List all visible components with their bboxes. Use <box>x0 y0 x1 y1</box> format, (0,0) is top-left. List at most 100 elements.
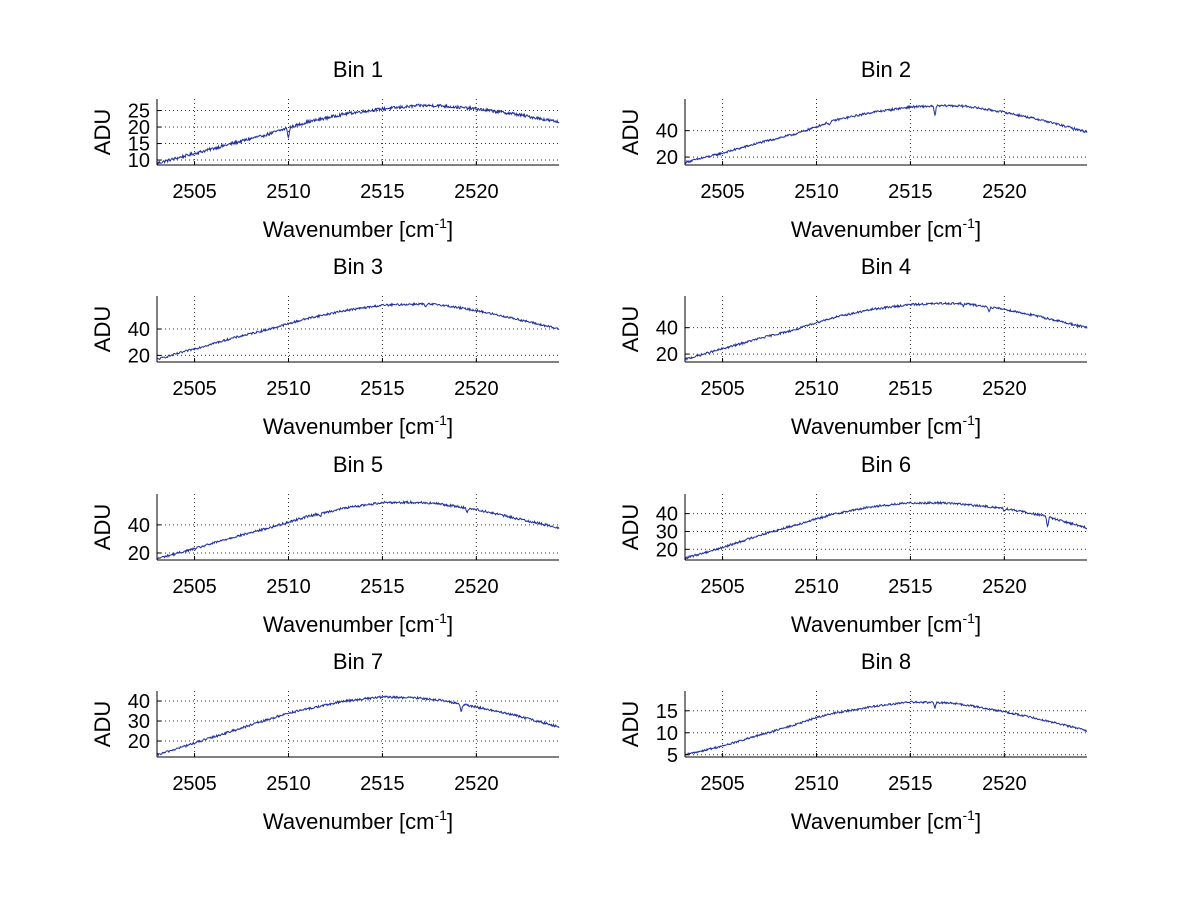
subplot-7-ytick-label-30: 30 <box>128 711 150 733</box>
subplot-7-xtick-label-2515: 2515 <box>360 773 405 795</box>
subplot-2-plot-area <box>685 99 1087 165</box>
subplot-7-series-line <box>156 695 560 757</box>
subplot-7-ylabel: ADU <box>90 701 115 747</box>
subplot-6-series-line <box>684 500 1088 560</box>
subplot-1-title: Bin 1 <box>333 57 383 82</box>
subplot-8-xlabel: Wavenumber [cm-1] <box>791 807 981 834</box>
subplot-1-ytick-label-20: 20 <box>128 117 150 139</box>
subplot-3-ytick-label-20: 20 <box>128 345 150 367</box>
subplot-2-series-line <box>684 103 1088 165</box>
subplot-4-title: Bin 4 <box>861 254 911 279</box>
subplot-7-ytick-label-20: 20 <box>128 731 150 753</box>
subplot-8-plot-area <box>685 691 1087 757</box>
subplot-3: 2505 2510 2515 2520 20 40 Bin 3 Wavenumber [cm-… <box>90 254 560 439</box>
subplot-6-title: Bin 6 <box>861 452 911 477</box>
subplot-3-xtick-label-2520: 2520 <box>454 378 499 400</box>
subplot-2-xtick-label-2515: 2515 <box>888 181 933 203</box>
subplot-8-ytick-label-10: 10 <box>656 723 678 745</box>
subplot-1-xtick-label-2520: 2520 <box>454 181 499 203</box>
subplot-2-xlabel: Wavenumber [cm-1] <box>791 215 981 242</box>
subplot-8-ytick-label-5: 5 <box>667 745 678 767</box>
subplot-6-xtick-label-2515: 2515 <box>888 576 933 598</box>
subplot-2-xtick-label-2505: 2505 <box>700 181 745 203</box>
subplot-6-xtick-label-2520: 2520 <box>982 576 1027 598</box>
subplot-8-series-line <box>684 700 1088 756</box>
subplot-5-ylabel: ADU <box>90 504 115 550</box>
subplot-5-title: Bin 5 <box>333 452 383 477</box>
subplot-4: 2505 2510 2515 2520 20 40 Bin 4 Wavenumber [cm-… <box>618 254 1088 439</box>
subplot-1-ytick-label-10: 10 <box>128 150 150 172</box>
subplot-7-ytick-label-40: 40 <box>128 691 150 713</box>
subplot-3-ytick-label-40: 40 <box>128 319 150 341</box>
subplot-4-ylabel: ADU <box>618 306 643 352</box>
subplot-3-xlabel: Wavenumber [cm-1] <box>263 412 453 439</box>
subplot-1-ytick-label-25: 25 <box>128 101 150 123</box>
subplot-5-xtick-label-2520: 2520 <box>454 576 499 598</box>
subplot-4-ytick-label-40: 40 <box>656 318 678 340</box>
subplot-1-series-line <box>156 103 560 166</box>
subplot-4-xtick-label-2515: 2515 <box>888 378 933 400</box>
subplot-3-xtick-label-2505: 2505 <box>172 378 217 400</box>
subplot-3-xtick-label-2515: 2515 <box>360 378 405 400</box>
subplot-2-ylabel: ADU <box>618 109 643 155</box>
subplot-1-xtick-label-2515: 2515 <box>360 181 405 203</box>
subplot-8-xtick-label-2515: 2515 <box>888 773 933 795</box>
subplot-5-ytick-label-20: 20 <box>128 543 150 565</box>
subplot-1-xlabel: Wavenumber [cm-1] <box>263 215 453 242</box>
subplot-1-ylabel: ADU <box>90 109 115 155</box>
subplot-8-title: Bin 8 <box>861 649 911 674</box>
subplot-6-xtick-label-2505: 2505 <box>700 576 745 598</box>
subplot-7-xtick-label-2520: 2520 <box>454 773 499 795</box>
subplot-4-ytick-label-20: 20 <box>656 344 678 366</box>
subplot-1-ytick-label-15: 15 <box>128 134 150 156</box>
subplot-5-xtick-label-2505: 2505 <box>172 576 217 598</box>
subplot-4-xtick-label-2510: 2510 <box>794 378 839 400</box>
subplot-2-xtick-label-2520: 2520 <box>982 181 1027 203</box>
subplot-3-ylabel: ADU <box>90 306 115 352</box>
subplot-2: 2505 2510 2515 2520 20 40 Bin 2 Wavenumber [cm-… <box>618 57 1088 242</box>
subplot-2-xtick-label-2510: 2510 <box>794 181 839 203</box>
subplot-6-ytick-label-40: 40 <box>656 504 678 526</box>
subplot-6-xlabel: Wavenumber [cm-1] <box>791 610 981 637</box>
subplot-3-xtick-label-2510: 2510 <box>266 378 311 400</box>
subplot-8-xtick-label-2510: 2510 <box>794 773 839 795</box>
subplot-2-ytick-label-40: 40 <box>656 121 678 143</box>
subplot-5: 2505 2510 2515 2520 20 40 Bin 5 Wavenumber [cm-… <box>90 452 560 637</box>
subplot-2-title: Bin 2 <box>861 57 911 82</box>
subplot-4-series-line <box>684 301 1088 362</box>
subplot-7-xlabel: Wavenumber [cm-1] <box>263 807 453 834</box>
subplot-1-xtick-label-2505: 2505 <box>172 181 217 203</box>
subplot-5-xlabel: Wavenumber [cm-1] <box>263 610 453 637</box>
subplot-1-plot-area <box>157 99 559 165</box>
subplot-5-xtick-label-2515: 2515 <box>360 576 405 598</box>
subplot-7-title: Bin 7 <box>333 649 383 674</box>
subplot-3-title: Bin 3 <box>333 254 383 279</box>
subplot-6-plot-area <box>685 494 1087 560</box>
subplot-5-xtick-label-2510: 2510 <box>266 576 311 598</box>
subplot-7-xtick-label-2510: 2510 <box>266 773 311 795</box>
subplot-7-plot-area <box>157 691 559 757</box>
subplot-4-xlabel: Wavenumber [cm-1] <box>791 412 981 439</box>
subplot-6-xtick-label-2510: 2510 <box>794 576 839 598</box>
subplot-8-xtick-label-2505: 2505 <box>700 773 745 795</box>
subplot-4-xtick-label-2505: 2505 <box>700 378 745 400</box>
subplot-6-ylabel: ADU <box>618 504 643 550</box>
subplot-6-ytick-label-30: 30 <box>656 521 678 543</box>
subplot-3-series-line <box>156 301 560 361</box>
subplot-5-series-line <box>156 499 560 560</box>
subplot-5-ytick-label-40: 40 <box>128 515 150 537</box>
subplot-7-xtick-label-2505: 2505 <box>172 773 217 795</box>
subplot-8-ylabel: ADU <box>618 701 643 747</box>
subplot-8-xtick-label-2520: 2520 <box>982 773 1027 795</box>
subplot-1-xtick-label-2510: 2510 <box>266 181 311 203</box>
subplot-5-plot-area <box>157 494 559 560</box>
subplot-6-ytick-label-20: 20 <box>656 539 678 561</box>
subplot-8-ytick-label-15: 15 <box>656 701 678 723</box>
subplot-4-xtick-label-2520: 2520 <box>982 378 1027 400</box>
subplot-2-ytick-label-20: 20 <box>656 147 678 169</box>
